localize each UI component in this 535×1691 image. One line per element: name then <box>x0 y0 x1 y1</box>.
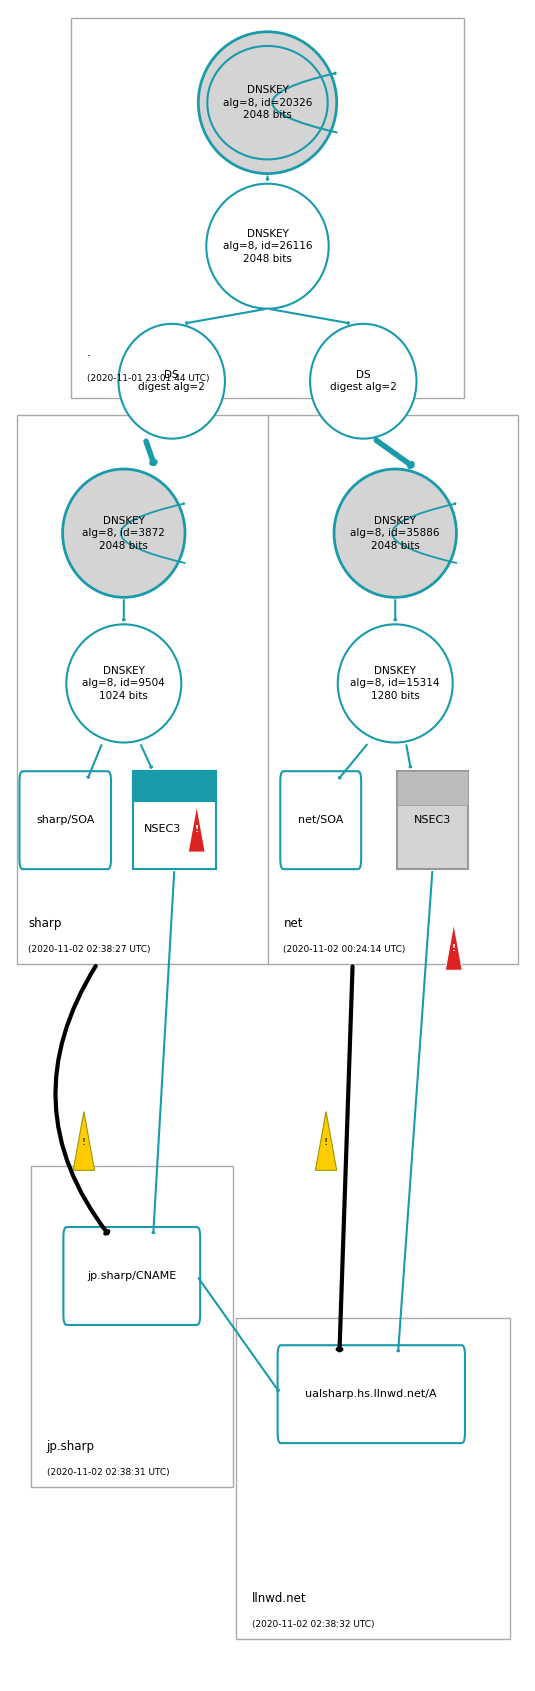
Text: .: . <box>87 347 90 358</box>
Text: !: ! <box>82 1138 86 1146</box>
Polygon shape <box>73 1111 95 1170</box>
FancyBboxPatch shape <box>19 771 111 869</box>
Ellipse shape <box>198 32 337 174</box>
Bar <box>71 19 464 397</box>
Text: (2020-11-02 02:38:32 UTC): (2020-11-02 02:38:32 UTC) <box>251 1620 374 1628</box>
Text: (2020-11-02 00:24:14 UTC): (2020-11-02 00:24:14 UTC) <box>284 945 406 954</box>
Text: (2020-11-02 02:38:27 UTC): (2020-11-02 02:38:27 UTC) <box>28 945 150 954</box>
Bar <box>396 771 469 805</box>
Bar <box>133 771 216 869</box>
FancyBboxPatch shape <box>63 1228 200 1326</box>
Text: DNSKEY
alg=8, id=9504
1024 bits: DNSKEY alg=8, id=9504 1024 bits <box>82 666 165 700</box>
Text: (2020-11-02 02:38:31 UTC): (2020-11-02 02:38:31 UTC) <box>47 1468 169 1478</box>
Ellipse shape <box>66 624 181 742</box>
Text: !: ! <box>452 944 456 952</box>
Ellipse shape <box>207 184 328 309</box>
Text: (2020-11-01 23:01:44 UTC): (2020-11-01 23:01:44 UTC) <box>87 374 209 384</box>
Text: !: ! <box>195 825 199 834</box>
Bar <box>30 1167 233 1486</box>
Text: llnwd.net: llnwd.net <box>251 1591 306 1605</box>
Text: DNSKEY
alg=8, id=15314
1280 bits: DNSKEY alg=8, id=15314 1280 bits <box>350 666 440 700</box>
Polygon shape <box>188 805 205 852</box>
Ellipse shape <box>118 325 225 438</box>
Text: net/SOA: net/SOA <box>298 815 343 825</box>
Text: DS
digest alg=2: DS digest alg=2 <box>138 370 205 392</box>
Text: !: ! <box>324 1138 328 1146</box>
Bar <box>133 771 216 800</box>
Text: NSEC3: NSEC3 <box>414 815 451 825</box>
Polygon shape <box>445 923 462 971</box>
Text: DNSKEY
alg=8, id=20326
2048 bits: DNSKEY alg=8, id=20326 2048 bits <box>223 85 312 120</box>
Polygon shape <box>316 1111 337 1170</box>
Ellipse shape <box>63 468 185 597</box>
Text: DS
digest alg=2: DS digest alg=2 <box>330 370 397 392</box>
Ellipse shape <box>310 325 417 438</box>
Text: jp.sharp: jp.sharp <box>47 1439 95 1453</box>
FancyBboxPatch shape <box>280 771 361 869</box>
Text: jp.sharp/CNAME: jp.sharp/CNAME <box>87 1272 177 1282</box>
Bar <box>235 1319 510 1639</box>
Bar <box>396 771 469 869</box>
Ellipse shape <box>334 468 456 597</box>
Text: DNSKEY
alg=8, id=26116
2048 bits: DNSKEY alg=8, id=26116 2048 bits <box>223 228 312 264</box>
FancyBboxPatch shape <box>278 1346 465 1442</box>
Text: DNSKEY
alg=8, id=35886
2048 bits: DNSKEY alg=8, id=35886 2048 bits <box>350 516 440 551</box>
Text: sharp: sharp <box>28 917 62 930</box>
Text: NSEC3: NSEC3 <box>144 824 181 834</box>
Text: sharp/SOA: sharp/SOA <box>36 815 95 825</box>
Bar <box>17 414 518 964</box>
Ellipse shape <box>338 624 453 742</box>
Text: ualsharp.hs.llnwd.net/A: ualsharp.hs.llnwd.net/A <box>305 1390 437 1398</box>
Text: net: net <box>284 917 303 930</box>
Text: DNSKEY
alg=8, id=3872
2048 bits: DNSKEY alg=8, id=3872 2048 bits <box>82 516 165 551</box>
